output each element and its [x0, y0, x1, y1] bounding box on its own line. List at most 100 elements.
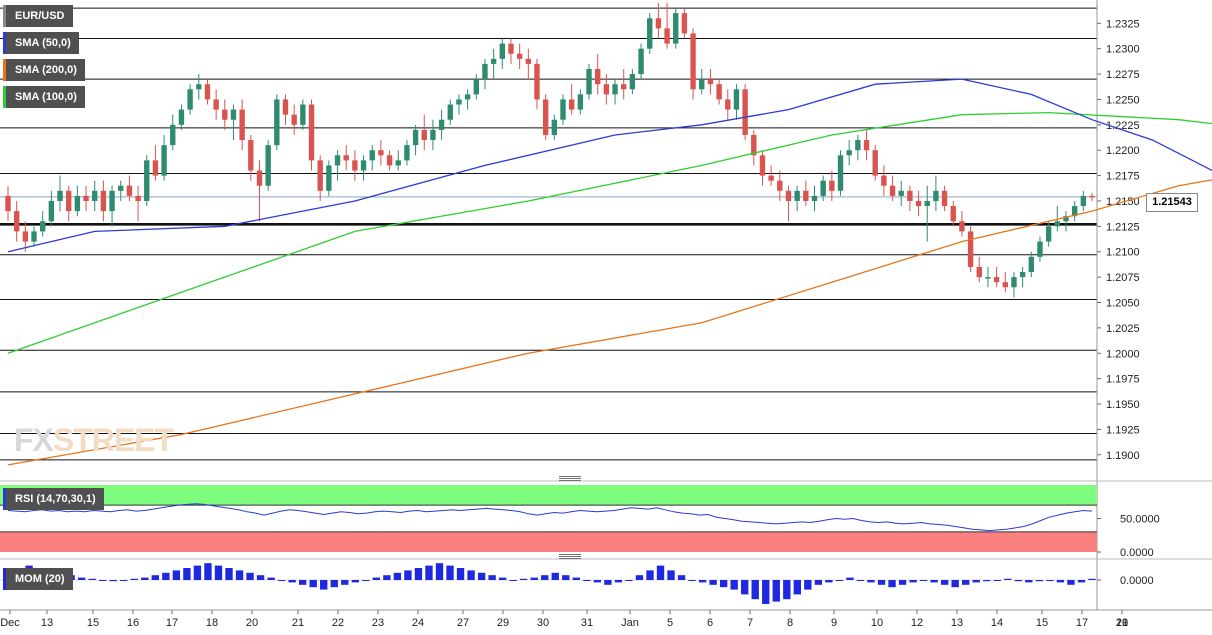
bull-candle	[360, 155, 367, 181]
candle-body	[508, 43, 514, 54]
x-tick-label: 21	[1116, 617, 1128, 629]
mom-bar	[898, 580, 907, 585]
candle-body	[655, 18, 662, 29]
bear-candle	[829, 170, 835, 201]
bear-candle	[256, 160, 263, 222]
candle-body	[22, 231, 29, 242]
bear-candle	[135, 185, 141, 222]
mom-bar	[383, 575, 391, 580]
mom-bar	[404, 570, 412, 580]
candle-body	[1080, 195, 1087, 207]
candle-body	[490, 58, 497, 64]
candle-body	[31, 231, 37, 242]
x-tick-label: 9	[831, 617, 837, 629]
rsi-label: RSI (14,70,30,1)	[15, 493, 96, 505]
bull-candle	[1011, 272, 1017, 298]
x-tick-label: 24	[412, 617, 424, 629]
mom-bar	[330, 580, 338, 588]
bull-candle	[274, 94, 280, 151]
candle-body	[898, 190, 904, 196]
x-tick-label: 22	[332, 617, 344, 629]
candle-body	[846, 150, 852, 156]
candle-body	[881, 175, 887, 186]
mom-bar	[646, 570, 654, 580]
mom-bar	[856, 580, 865, 581]
bear-candle	[568, 84, 575, 115]
candle-body	[66, 190, 72, 212]
candle-body	[83, 195, 89, 201]
candle-body	[664, 28, 670, 44]
bull-candle	[820, 175, 826, 201]
mom-panel-resize-handle[interactable]	[559, 554, 581, 559]
candle-body	[282, 99, 289, 115]
candle-body	[933, 190, 939, 201]
candle-body	[360, 160, 367, 171]
mom-bar	[446, 565, 454, 580]
bull-candle	[837, 150, 844, 196]
bear-candle	[282, 94, 289, 125]
candle-body	[742, 89, 748, 135]
rsi-tick-label: 50.0000	[1120, 514, 1160, 526]
indicator-label-sma100: SMA (100,0)	[15, 91, 77, 103]
bear-candle	[22, 221, 29, 252]
candle-body	[222, 109, 228, 120]
bull-candle	[430, 119, 436, 151]
mom-panel-tag[interactable]: MOM (20)	[3, 568, 73, 590]
mom-bar	[1025, 580, 1033, 583]
bear-candle	[317, 155, 323, 201]
bear-candle	[386, 150, 393, 171]
candle-body	[534, 63, 540, 100]
y-tick-label: 1.1975	[1106, 374, 1140, 386]
candle-body	[343, 155, 349, 161]
rsi-line	[7, 503, 1093, 532]
bear-candle	[889, 175, 896, 201]
candle-body	[13, 211, 20, 232]
candle-body	[1019, 272, 1026, 278]
x-tick-label: 21	[292, 617, 304, 629]
mom-bar	[698, 580, 707, 583]
indicator-tag-sma100[interactable]: SMA (100,0)	[3, 86, 85, 108]
bull-candle	[499, 38, 505, 69]
candle-body	[733, 89, 740, 110]
bear-candle	[976, 256, 982, 283]
candle-body	[204, 84, 211, 100]
indicator-tag-sma50[interactable]: SMA (50,0)	[3, 32, 79, 54]
bull-candle	[39, 211, 46, 237]
x-tick-label: 5	[667, 617, 673, 629]
x-tick-label: 8	[787, 617, 793, 629]
mom-bar	[467, 570, 475, 580]
indicator-tag-sma200[interactable]: SMA (200,0)	[3, 59, 85, 81]
candle-body	[57, 190, 63, 201]
symbol-tag[interactable]: EUR/USD	[3, 5, 73, 27]
bull-candle	[1028, 251, 1034, 278]
bull-candle	[586, 63, 592, 100]
candle-body	[126, 185, 133, 196]
rsi-color-bar	[3, 488, 6, 510]
bull-candle	[265, 140, 271, 191]
candle-body	[542, 99, 549, 135]
bear-candle	[915, 190, 922, 217]
candle-body	[39, 221, 46, 232]
x-tick-label: 15	[87, 617, 99, 629]
mom-bar	[414, 568, 423, 580]
mom-bar	[425, 565, 433, 580]
rsi-panel-tag[interactable]: RSI (14,70,30,1)	[3, 488, 104, 510]
mom-bar	[88, 578, 96, 580]
bull-candle	[794, 185, 800, 212]
rsi-panel-resize-handle[interactable]	[559, 476, 581, 481]
x-tick-label: 18	[206, 617, 218, 629]
bear-candle	[716, 79, 722, 105]
candle-body	[438, 119, 445, 130]
bear-candle	[725, 89, 731, 120]
candle-body	[707, 79, 714, 85]
candle-body	[74, 195, 81, 212]
mom-bar	[77, 577, 86, 580]
candle-body	[378, 150, 384, 156]
candle-body	[412, 129, 419, 146]
bear-candle	[100, 180, 107, 222]
candle-body	[568, 99, 575, 110]
bear-candle	[872, 145, 878, 181]
candle-body	[829, 180, 835, 191]
candle-body	[1002, 282, 1008, 288]
bull-candle	[647, 13, 653, 54]
